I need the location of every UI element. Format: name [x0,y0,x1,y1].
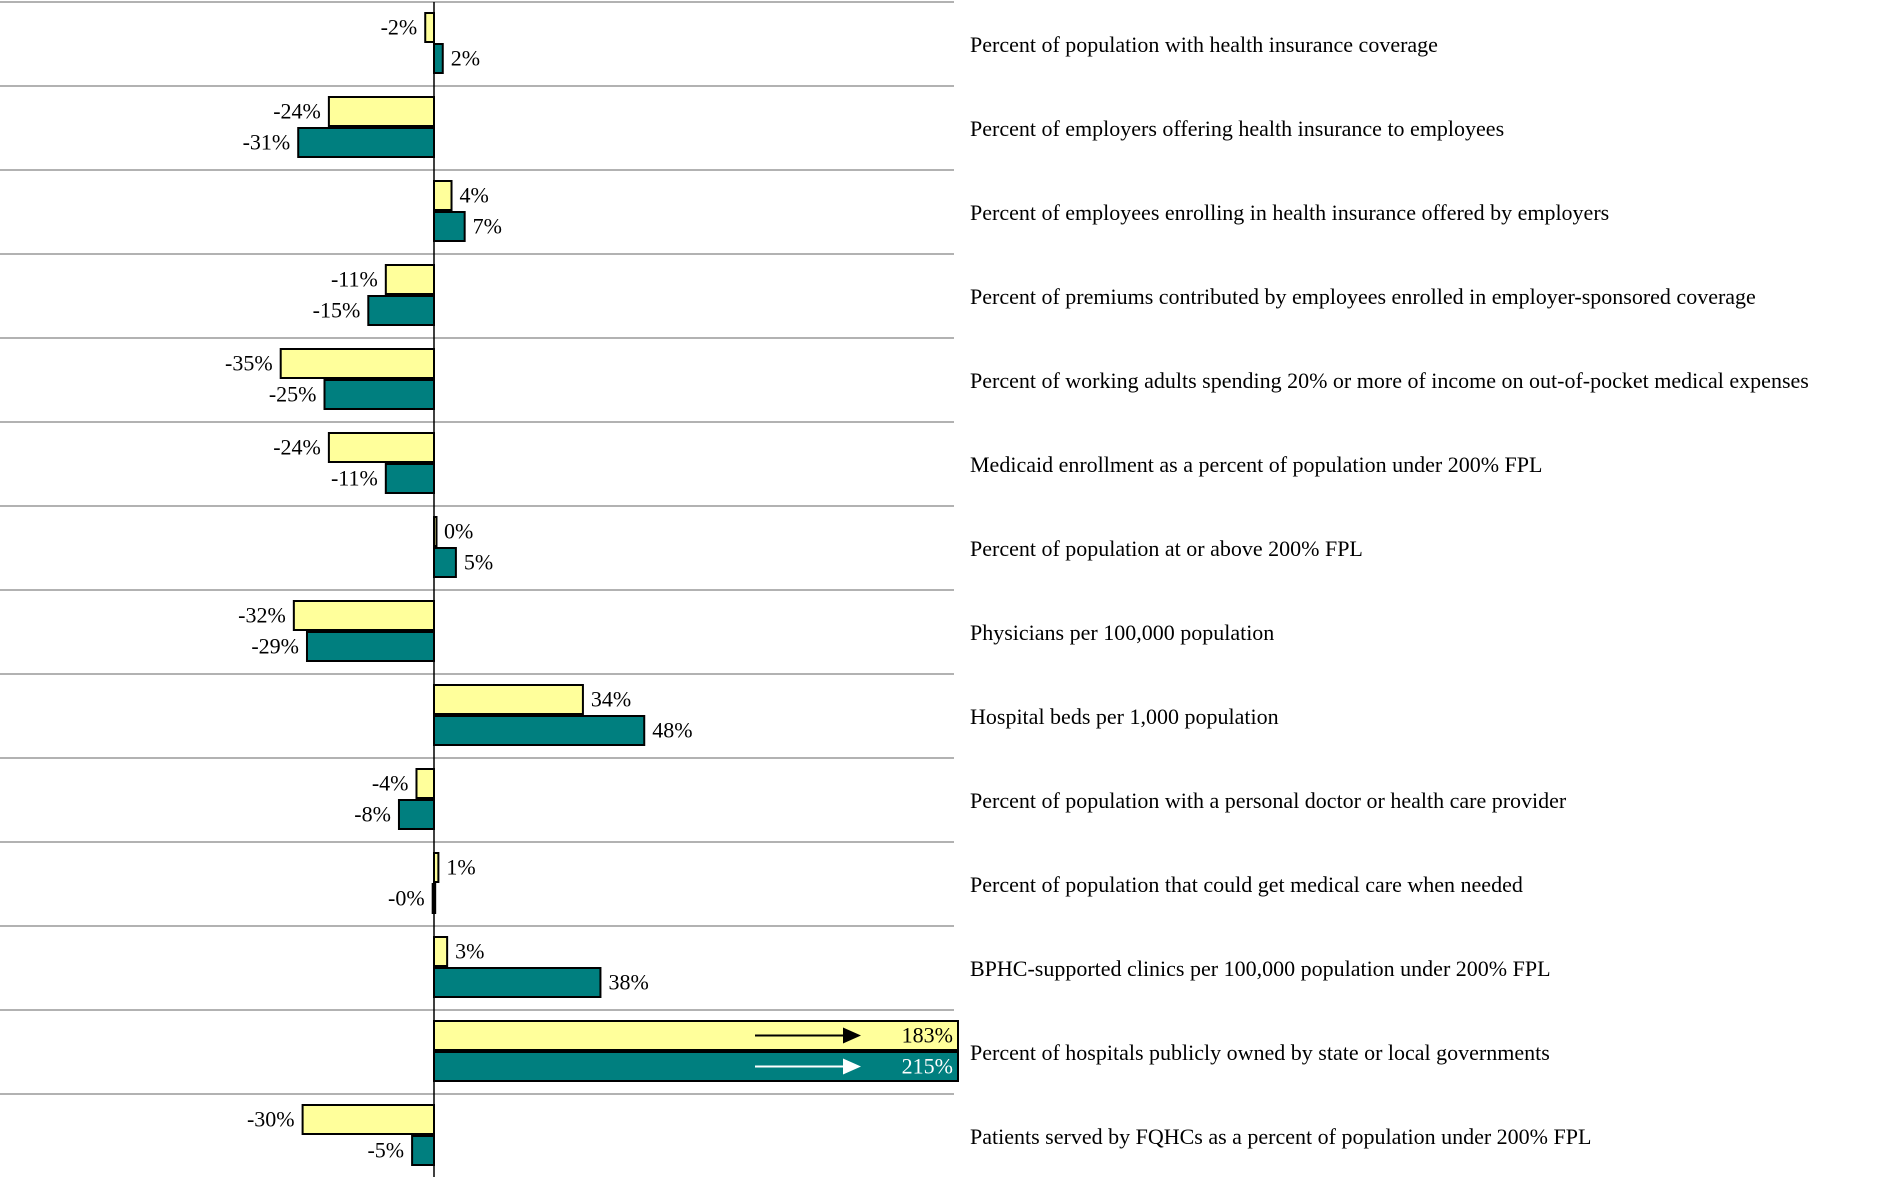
data-label: 5% [464,550,493,575]
category-label: Medicaid enrollment as a percent of popu… [970,452,1542,477]
data-labels: -2% 2% -24% -31% 4% 7% -11% -15% -35% -25% -24% -11… [225,15,953,1163]
data-label: -0% [388,886,425,911]
bar-a-9 [415,768,436,799]
bar-a-0 [424,12,435,43]
bar-b-9 [397,799,435,830]
data-label: -11% [331,466,378,491]
bar-b-4 [323,379,435,410]
category-labels: Percent of population with health insura… [970,32,1809,1149]
category-label: Percent of employees enrolling in health… [970,200,1609,225]
row-separators [0,1,954,1095]
bar-a-7 [292,600,435,631]
category-label: Percent of employers offering health ins… [970,116,1504,141]
bar-a-13 [301,1104,435,1135]
bar-b-0 [433,43,444,74]
category-label: Percent of population with health insura… [970,32,1438,57]
category-label: Percent of population at or above 200% F… [970,536,1363,561]
data-label: -24% [273,99,321,124]
data-label: 1% [446,855,475,880]
data-label: -32% [238,603,286,628]
category-label: Percent of population that could get med… [970,872,1523,897]
bar-a-8 [433,684,584,715]
data-label: 7% [473,214,502,239]
bar-b-12 [433,1051,959,1082]
data-label: 215% [902,1054,953,1079]
category-label: Hospital beds per 1,000 population [970,704,1279,729]
data-label: 34% [591,687,631,712]
bar-b-11 [433,967,602,998]
overflow-arrow-head [843,1027,861,1044]
data-label: -29% [251,634,299,659]
data-label: -11% [331,267,378,292]
bar-a-2 [433,180,453,211]
category-label: Percent of hospitals publicly owned by s… [970,1040,1550,1065]
data-label: 2% [451,46,480,71]
bar-b-13 [411,1135,436,1166]
data-label: -35% [225,351,273,376]
data-label: -8% [354,802,391,827]
data-label: 38% [608,970,648,995]
data-label: -30% [247,1107,295,1132]
category-label: Percent of working adults spending 20% o… [970,368,1809,393]
bar-a-3 [384,264,436,295]
bar-b-3 [367,295,435,326]
data-label: 0% [444,519,473,544]
data-label: -2% [381,15,418,40]
bar-b-6 [433,547,457,578]
bar-b-8 [433,715,646,746]
data-label: -5% [367,1138,404,1163]
bar-a-11 [433,936,449,967]
data-label: 48% [652,718,692,743]
data-label: -15% [313,298,361,323]
data-label: 183% [902,1023,953,1048]
bar-b-7 [305,631,436,662]
bar-b-5 [384,463,436,494]
bars [279,12,959,1166]
category-label: Patients served by FQHCs as a percent of… [970,1124,1591,1149]
data-label: 4% [460,183,489,208]
bar-b-2 [433,211,466,242]
bar-a-5 [327,432,436,463]
data-label: 3% [455,939,484,964]
category-label: Percent of premiums contributed by emplo… [970,284,1756,309]
bar-b-1 [297,127,435,158]
data-label: -25% [269,382,317,407]
data-label: -24% [273,435,321,460]
category-label: Physicians per 100,000 population [970,620,1274,645]
data-label: -4% [372,771,409,796]
data-label: -31% [243,130,291,155]
bar-a-12 [433,1020,959,1051]
category-label: BPHC-supported clinics per 100,000 popul… [970,956,1551,981]
bar-a-1 [327,96,436,127]
overflow-arrow-head [843,1058,861,1075]
bar-a-4 [279,348,436,379]
category-label: Percent of population with a personal do… [970,788,1567,813]
